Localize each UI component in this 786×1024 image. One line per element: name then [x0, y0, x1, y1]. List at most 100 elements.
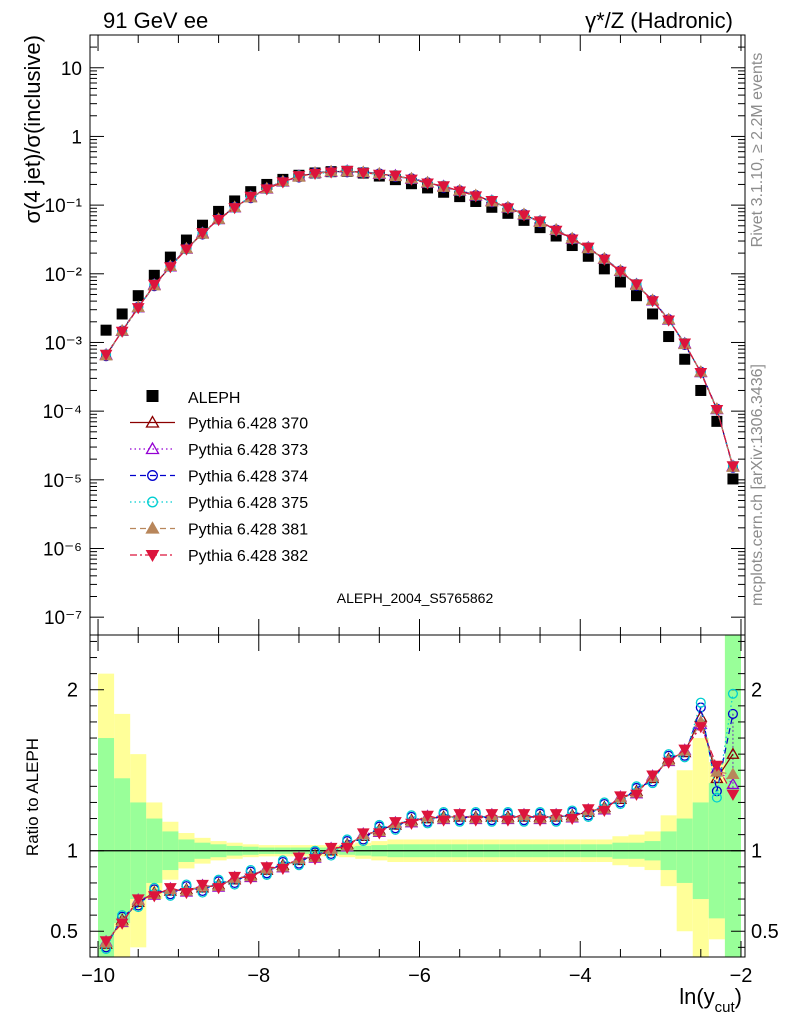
ratio-axis-title: Ratio to ALEPH [23, 738, 42, 856]
ratio-marker-6 [694, 722, 708, 734]
aleph-data-point [647, 308, 659, 320]
ratio-marker-6 [115, 918, 129, 930]
ratio-marker-6 [196, 879, 209, 892]
legend-label-2: Pythia 6.428 373 [188, 442, 308, 459]
mc-marker-6 [324, 167, 338, 179]
ratio-y-tick-label-right: 2 [751, 680, 762, 702]
ratio-marker-6 [260, 862, 274, 874]
mc-marker-6 [196, 228, 209, 240]
mc-marker-6 [356, 168, 370, 180]
mc-marker-6 [115, 326, 129, 338]
legend-label-1: Pythia 6.428 370 [188, 416, 308, 433]
legend-marker-3 [147, 470, 158, 481]
mc-marker-6 [437, 181, 450, 193]
aleph-data-point [598, 263, 610, 275]
aleph-data-point [711, 415, 723, 427]
ratio-marker-6 [549, 809, 563, 821]
ratio-marker-6 [147, 891, 161, 903]
mc-marker-6 [662, 315, 676, 327]
ratio-marker-6 [389, 817, 402, 829]
aleph-data-point [197, 219, 209, 231]
aleph-data-point [164, 251, 176, 263]
ratio-marker-6 [597, 805, 611, 817]
ratio-marker-6 [581, 804, 595, 816]
ratio-marker-6 [405, 818, 418, 830]
mc-marker-6 [164, 262, 177, 274]
ratio-marker-4 [711, 792, 722, 803]
mc-marker-6 [694, 367, 708, 380]
main-frame [89, 34, 746, 636]
ratio-y-tick-label-right: 1 [751, 841, 762, 863]
mc-marker-6 [131, 303, 145, 315]
mc-marker-6 [228, 203, 242, 215]
mc-marker-6 [581, 242, 595, 254]
x-axis-title: ln(ycut) [679, 984, 742, 1016]
ratio-marker-3 [727, 708, 738, 719]
y-tick-label: 10 [61, 59, 82, 80]
aleph-data-point [582, 250, 594, 262]
mcplots-label: mcplots.cern.ch [arXiv:1306.3436] [749, 364, 766, 606]
aleph-data-point [614, 276, 626, 288]
mc-marker-6 [501, 203, 515, 215]
ratio-marker-6 [469, 815, 483, 827]
ratio-line-4 [105, 693, 734, 950]
rivet-version-label: Rivet 3.1.10, ≥ 2.2M events [749, 53, 766, 248]
mc-marker-6 [533, 216, 547, 228]
ratio-marker-1 [726, 747, 740, 759]
ratio-line-1 [105, 715, 734, 945]
ratio-marker-6 [726, 789, 740, 801]
legend-marker-4 [147, 496, 158, 508]
mc-marker-6 [212, 215, 225, 227]
aleph-data-point [148, 269, 160, 281]
x-tick-label: −2 [730, 965, 753, 987]
analysis-watermark: ALEPH_2004_S5765862 [337, 590, 494, 606]
y-tick-label: 10⁻² [45, 265, 83, 286]
y-tick-label: 1 [71, 127, 82, 148]
mc-marker-6 [646, 296, 659, 308]
mc-marker-6 [453, 186, 467, 198]
ratio-marker-6 [678, 744, 692, 756]
ratio-marker-6 [99, 936, 113, 948]
ratio-marker-6 [485, 809, 499, 821]
ratio-marker-4 [727, 688, 738, 699]
legend-marker-1 [145, 415, 160, 428]
mc-marker-6 [244, 191, 258, 203]
y-tick-label: 10⁻³ [45, 333, 83, 354]
aleph-data-point [663, 331, 675, 343]
ratio-marker-6 [372, 828, 386, 840]
aleph-data-point [679, 353, 691, 365]
ratio-marker-6 [276, 863, 290, 875]
ratio-y-tick-label: 0.5 [50, 921, 78, 943]
x-tick-label: −10 [81, 965, 115, 987]
ratio-marker-6 [131, 894, 145, 906]
ratio-line-2 [105, 722, 734, 943]
mc-marker-6 [372, 169, 386, 181]
mc-marker-6 [147, 279, 161, 291]
left-title: 91 GeV ee [103, 8, 208, 33]
legend-label-6: Pythia 6.428 382 [188, 548, 308, 565]
y-tick-label: 10⁻⁴ [43, 402, 82, 423]
legend-marker-aleph [146, 390, 159, 402]
ratio-marker-6 [180, 887, 193, 900]
mc-marker-6 [597, 254, 611, 266]
ratio-marker-4 [695, 697, 706, 708]
mc-marker-6 [469, 191, 483, 203]
aleph-data-point [132, 290, 144, 302]
mc-marker-6 [292, 171, 306, 183]
mc-line-6 [105, 169, 734, 467]
mc-marker-6 [614, 266, 627, 278]
y-tick-label: 10⁻⁵ [43, 471, 82, 492]
ratio-marker-6 [517, 809, 531, 821]
legend-label-5: Pythia 6.428 381 [188, 522, 308, 539]
ratio-line-3 [105, 705, 734, 948]
aleph-data-point [213, 205, 225, 217]
ratio-marker-6 [710, 760, 724, 772]
ratio-line-5 [105, 720, 734, 943]
ratio-marker-6 [421, 810, 434, 822]
legend-label-4: Pythia 6.428 375 [188, 495, 308, 512]
ratio-line-6 [105, 725, 734, 942]
ratio-y-tick-label: 2 [67, 680, 78, 702]
ratio-marker-6 [212, 883, 225, 895]
x-tick-label: −4 [569, 965, 592, 987]
ratio-marker-6 [662, 757, 676, 769]
